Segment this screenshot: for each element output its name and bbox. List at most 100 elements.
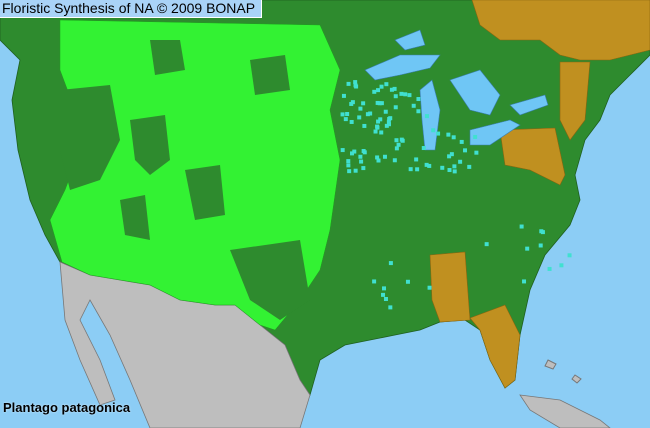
county-mark (411, 103, 416, 108)
absent-areas (429, 0, 650, 389)
county-mark (396, 142, 401, 147)
county-mark (399, 91, 404, 96)
county-mark (365, 112, 370, 117)
county-mark (346, 163, 351, 168)
county-mark (474, 150, 479, 155)
county-mark (376, 119, 381, 124)
county-mark (346, 159, 351, 164)
county-mark (358, 154, 363, 159)
county-mark (347, 169, 352, 174)
county-mark (372, 89, 377, 94)
region-quebec (471, 0, 650, 61)
county-mark (525, 246, 530, 251)
county-mark (349, 119, 354, 124)
county-mark (361, 148, 366, 153)
county-mark (361, 101, 366, 106)
county-mark (382, 286, 387, 291)
map-title: Floristic Synthesis of NA © 2009 BONAP (0, 0, 263, 18)
county-mark (446, 132, 451, 137)
county-mark (451, 135, 456, 140)
county-mark (361, 166, 366, 171)
county-mark (376, 158, 381, 163)
species-name: Plantago patagonica (3, 400, 131, 415)
county-mark (405, 279, 410, 284)
county-mark (416, 97, 421, 102)
county-mark (389, 87, 394, 92)
county-mark (373, 129, 378, 134)
county-mark (449, 152, 454, 157)
county-mark (427, 163, 432, 168)
county-mark (353, 80, 358, 85)
county-mark (519, 224, 524, 229)
county-mark (376, 88, 381, 93)
turquoise-county-marks (340, 80, 572, 310)
county-mark (341, 93, 346, 98)
county-mark (392, 158, 397, 163)
great-lakes (364, 29, 549, 151)
county-mark (352, 149, 357, 154)
region-florida (469, 304, 521, 389)
county-mark (559, 263, 564, 268)
county-mark (421, 146, 426, 151)
land-bahamas (544, 359, 582, 384)
county-mark (394, 146, 399, 151)
county-mark (386, 119, 391, 124)
county-mark (458, 159, 463, 164)
county-mark (343, 117, 348, 122)
county-mark (452, 164, 457, 169)
county-mark (415, 167, 420, 172)
county-mark (567, 253, 572, 258)
county-mark (358, 106, 363, 111)
county-mark (372, 279, 377, 284)
county-mark (350, 151, 355, 156)
county-mark (357, 115, 362, 120)
county-mark (383, 296, 388, 301)
county-mark (394, 138, 399, 143)
county-mark (436, 131, 441, 136)
county-mark (388, 116, 393, 121)
county-mark (459, 139, 464, 144)
county-mark (353, 83, 358, 88)
county-mark (379, 101, 384, 106)
county-mark (386, 122, 391, 127)
county-mark (538, 243, 543, 248)
county-mark (388, 305, 393, 310)
county-mark (393, 94, 398, 99)
county-mark (393, 105, 398, 110)
county-mark (383, 109, 388, 114)
county-mark (416, 109, 421, 114)
county-mark (440, 165, 445, 170)
county-mark (379, 130, 384, 135)
county-mark (473, 134, 478, 139)
county-mark (403, 92, 408, 97)
county-mark (381, 292, 386, 297)
county-mark (407, 93, 412, 98)
county-mark (424, 114, 429, 119)
county-mark (408, 167, 413, 172)
dark-green-patches (60, 40, 310, 320)
county-mark (388, 261, 393, 266)
county-mark (340, 148, 345, 153)
land-cuba (519, 394, 611, 428)
county-mark (484, 242, 489, 247)
county-mark (547, 266, 552, 271)
county-mark (392, 86, 397, 91)
county-mark (346, 81, 351, 86)
county-mark (452, 169, 457, 174)
county-mark (447, 154, 452, 159)
county-mark (377, 101, 382, 106)
county-mark (375, 100, 380, 105)
county-mark (431, 128, 436, 133)
county-mark (382, 154, 387, 159)
county-mark (368, 111, 373, 116)
region-alabama (429, 251, 471, 323)
county-mark (340, 112, 345, 117)
county-mark (384, 82, 389, 87)
county-mark (375, 124, 380, 129)
county-mark (350, 100, 355, 105)
county-mark (463, 148, 468, 153)
county-mark (427, 285, 432, 290)
county-mark (353, 168, 358, 173)
county-mark (375, 155, 380, 160)
